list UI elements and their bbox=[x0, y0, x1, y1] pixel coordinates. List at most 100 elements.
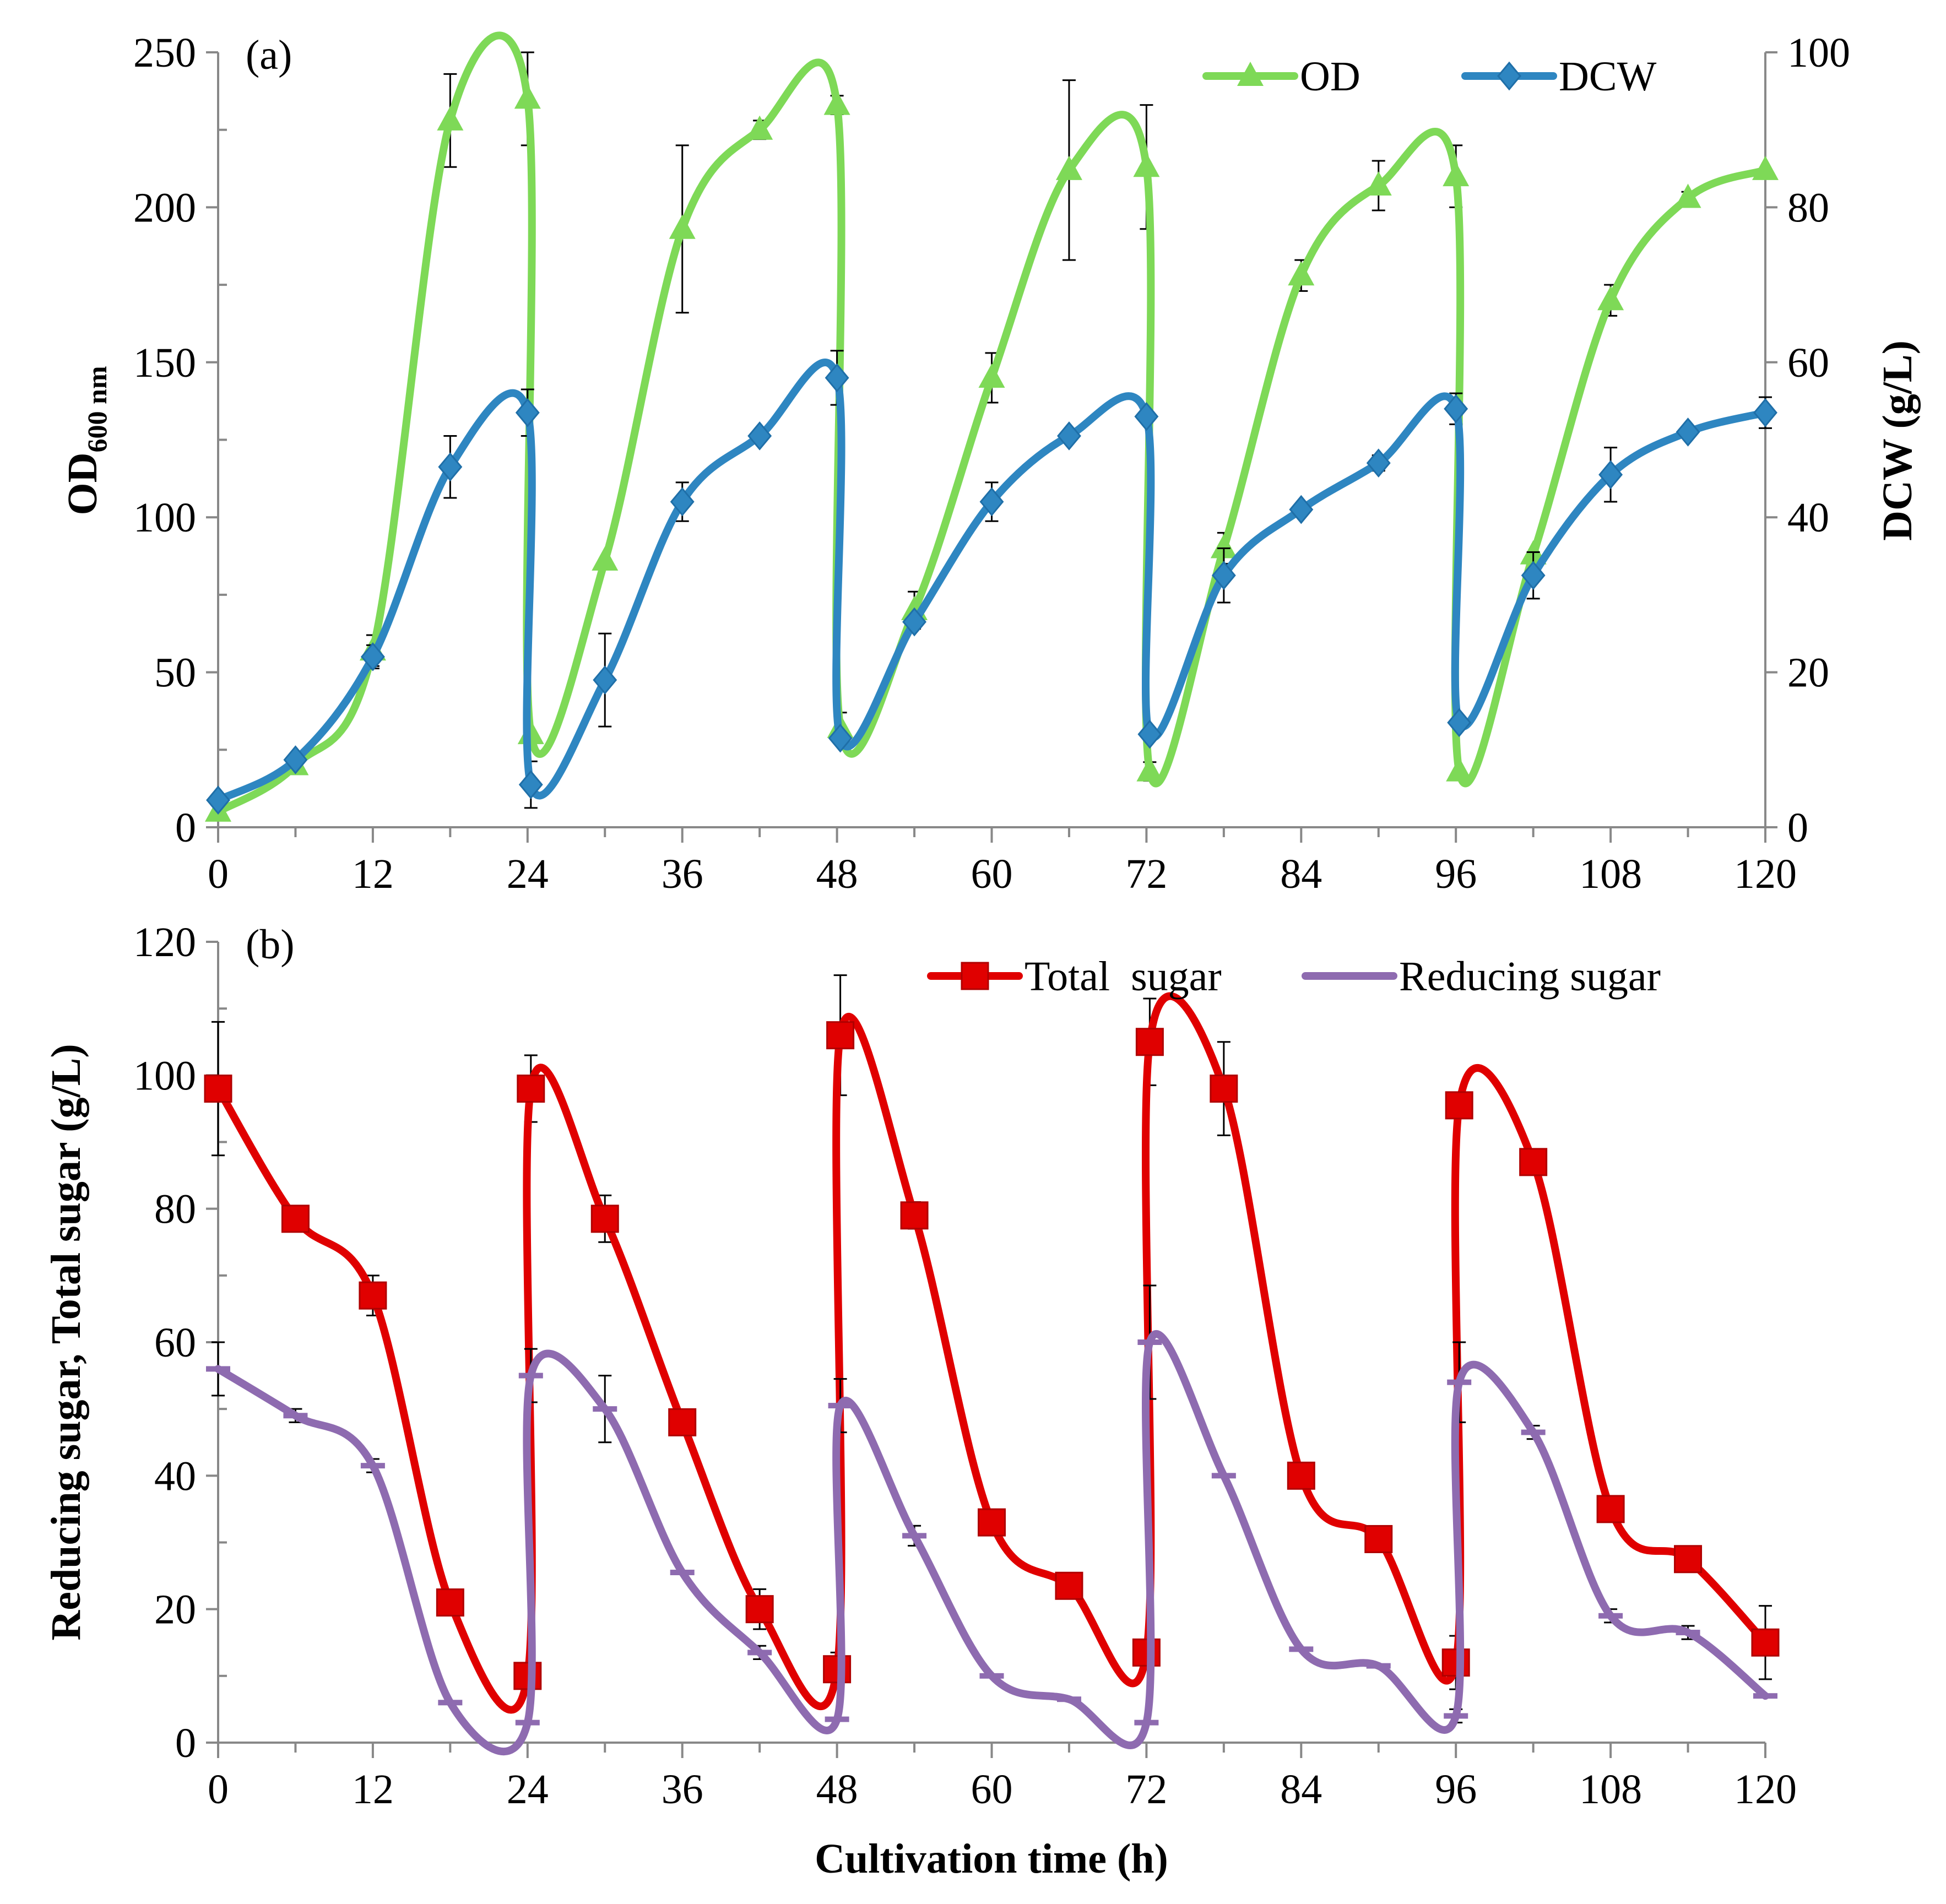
square-marker bbox=[204, 1075, 232, 1103]
series-od bbox=[205, 31, 1779, 822]
panel-label: (a) bbox=[246, 32, 292, 78]
series-dcw bbox=[206, 350, 1777, 815]
x-tick-label: 72 bbox=[1125, 851, 1167, 897]
diamond-marker bbox=[360, 642, 385, 671]
dash-marker bbox=[747, 1650, 772, 1656]
y-axis-title: Reducing sugar, Total sugar (g/L) bbox=[43, 1044, 89, 1640]
x-axis-title: Cultivation time (h) bbox=[815, 1836, 1168, 1882]
diamond-marker bbox=[979, 487, 1004, 517]
dash-marker bbox=[206, 1366, 230, 1372]
y2-tick-label: 0 bbox=[1787, 805, 1808, 851]
square-marker bbox=[961, 962, 989, 990]
diamond-marker bbox=[825, 363, 849, 393]
diamond-marker bbox=[515, 398, 540, 427]
x-tick-label: 60 bbox=[971, 1766, 1013, 1813]
dash-marker bbox=[1753, 1693, 1777, 1699]
dash-marker bbox=[1521, 1429, 1546, 1435]
triangle-marker bbox=[1597, 286, 1624, 311]
y-tick-label: 0 bbox=[175, 1720, 196, 1766]
square-marker bbox=[281, 1205, 310, 1233]
square-marker bbox=[1519, 1148, 1548, 1176]
y-axis-title-sub: 600 nm bbox=[82, 366, 112, 453]
dash-marker bbox=[515, 1719, 540, 1726]
y2-axis-title: DCW (g/L) bbox=[1874, 340, 1921, 541]
y2-tick-label: 60 bbox=[1787, 340, 1829, 386]
series-line bbox=[214, 1330, 1769, 1755]
x-tick-label: 24 bbox=[507, 1766, 549, 1813]
diamond-marker bbox=[670, 487, 695, 517]
x-tick-label: 48 bbox=[816, 1766, 858, 1813]
x-tick-label: 0 bbox=[208, 1766, 229, 1813]
triangle-marker bbox=[746, 115, 773, 140]
x-tick-label: 0 bbox=[208, 851, 229, 897]
x-tick-label: 12 bbox=[352, 1766, 394, 1813]
y-tick-label: 250 bbox=[133, 30, 196, 76]
dash-marker bbox=[979, 1673, 1004, 1679]
square-marker bbox=[1596, 1495, 1625, 1523]
y2-tick-label: 100 bbox=[1787, 30, 1850, 76]
y-axis-title: OD600 nm bbox=[59, 366, 112, 516]
diamond-marker bbox=[1137, 719, 1162, 749]
square-marker bbox=[517, 1075, 545, 1103]
diamond-marker bbox=[1497, 61, 1521, 91]
x-tick-label: 120 bbox=[1734, 1766, 1797, 1813]
dash-marker bbox=[283, 1413, 308, 1419]
y-axis-title-main: OD bbox=[59, 452, 106, 515]
dash-marker bbox=[1366, 1663, 1391, 1669]
diamond-marker bbox=[1598, 460, 1623, 490]
dash-marker bbox=[902, 1533, 927, 1539]
dash-marker bbox=[1598, 1613, 1623, 1619]
square-marker bbox=[1132, 1638, 1161, 1667]
triangle-marker bbox=[823, 90, 850, 115]
diamond-marker bbox=[1676, 417, 1700, 447]
square-marker bbox=[1287, 1461, 1315, 1490]
legend-label: OD bbox=[1300, 53, 1360, 100]
triangle-marker bbox=[1136, 757, 1163, 782]
triangle-marker bbox=[1365, 171, 1392, 196]
x-tick-label: 120 bbox=[1734, 851, 1797, 897]
legend-label: Reducing sugar bbox=[1399, 953, 1661, 1000]
y2-tick-label: 40 bbox=[1787, 495, 1829, 541]
square-marker bbox=[1445, 1091, 1473, 1120]
triangle-marker bbox=[1210, 534, 1237, 558]
triangle-marker bbox=[1674, 183, 1701, 208]
x-tick-label: 72 bbox=[1125, 1766, 1167, 1813]
panel-b: 0 20 40 60 80 100 120 0 12 24 36 48 60 72 84 96 108 120 (b… bbox=[43, 919, 1797, 1882]
y-tick-label: 50 bbox=[154, 650, 196, 696]
y-tick-label: 200 bbox=[133, 185, 196, 231]
diamond-marker bbox=[518, 770, 543, 799]
y-tick-label: 0 bbox=[175, 805, 196, 851]
dash-marker bbox=[1289, 1646, 1314, 1652]
triangle-marker bbox=[1237, 62, 1264, 86]
triangle-marker bbox=[1055, 155, 1082, 180]
triangle-marker bbox=[1288, 261, 1315, 286]
series-total-sugar bbox=[204, 974, 1780, 1714]
square-marker bbox=[590, 1205, 619, 1233]
y-tick-label: 150 bbox=[133, 340, 196, 386]
square-marker bbox=[359, 1281, 387, 1310]
triangle-marker bbox=[669, 214, 696, 239]
x-tick-label: 48 bbox=[816, 851, 858, 897]
square-marker bbox=[1674, 1545, 1703, 1574]
y2-tick-label: 80 bbox=[1787, 185, 1829, 231]
square-marker bbox=[745, 1595, 774, 1624]
legend-label: Total sugar bbox=[1025, 953, 1222, 1000]
legend-label: DCW bbox=[1559, 53, 1657, 100]
series-line bbox=[214, 359, 1769, 804]
square-marker bbox=[900, 1201, 929, 1230]
square-marker bbox=[826, 1021, 855, 1050]
diamond-marker bbox=[1521, 561, 1546, 590]
diamond-marker bbox=[438, 452, 463, 482]
x-tick-label: 36 bbox=[662, 851, 703, 897]
x-tick-label: 96 bbox=[1435, 851, 1477, 897]
panel-label: (b) bbox=[246, 921, 295, 968]
triangle-marker bbox=[1443, 162, 1470, 187]
diamond-marker bbox=[1211, 561, 1236, 590]
x-tick-label: 24 bbox=[507, 851, 549, 897]
x-tick-label: 96 bbox=[1435, 1766, 1477, 1813]
dash-marker bbox=[1134, 1719, 1159, 1726]
diamond-marker bbox=[206, 785, 230, 815]
diamond-marker bbox=[1289, 495, 1314, 524]
dash-marker bbox=[1676, 1630, 1700, 1636]
diamond-marker bbox=[593, 665, 617, 695]
